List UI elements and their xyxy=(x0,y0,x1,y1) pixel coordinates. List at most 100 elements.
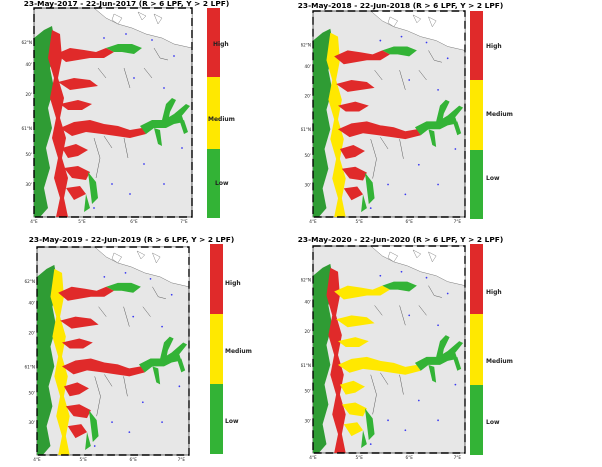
inner-branches xyxy=(428,335,464,383)
site-marker xyxy=(93,445,96,447)
lat-tick-label: 20' xyxy=(26,92,32,97)
lat-tick-label: 61°N xyxy=(301,363,311,368)
coastal-band xyxy=(50,268,70,455)
northern-fjord-inner xyxy=(106,282,141,293)
site-marker xyxy=(161,325,163,328)
lat-tick-label: 30' xyxy=(26,182,32,187)
lat-tick-label: 61°N xyxy=(21,126,32,131)
lat-tick-label: 62°N xyxy=(24,279,35,284)
lat-tick-label: 62°N xyxy=(21,40,32,45)
southern-fjords xyxy=(339,145,367,201)
rivers xyxy=(370,285,442,415)
site-marker xyxy=(149,277,152,280)
lon-tick-label: 5°E xyxy=(78,219,86,224)
main-fjord-inner xyxy=(138,352,182,373)
lon-tick-label: 7°E xyxy=(454,455,462,460)
main-fjord-inner xyxy=(414,350,458,371)
legend-medium-label: Medium xyxy=(486,358,513,365)
southern-inner xyxy=(361,408,375,449)
legend-medium-label: Medium xyxy=(225,348,252,355)
main-fjord-outer xyxy=(338,121,421,140)
site-marker xyxy=(141,401,144,404)
site-marker xyxy=(400,270,403,273)
southern-fjords xyxy=(339,380,367,437)
southern-fjords xyxy=(62,144,90,200)
map-panel-2020: 23-May-2020 - 22-Jun-2020 (R > 6 LPF, Y … xyxy=(298,234,602,467)
inner-branches xyxy=(152,336,188,385)
lon-tick-label: 7°E xyxy=(454,219,462,224)
site-marker xyxy=(387,183,389,186)
legend-high-swatch xyxy=(470,11,483,80)
legend-colorbar: High Medium Low xyxy=(210,244,252,454)
panel-title: 23-May-2020 - 22-Jun-2020 (R > 6 LPF, Y … xyxy=(297,235,504,244)
site-marker xyxy=(103,37,105,39)
legend-high-label: High xyxy=(225,280,241,287)
southern-inner xyxy=(361,172,375,213)
main-fjord-inner xyxy=(414,115,458,136)
legend-colorbar: High Medium Low xyxy=(470,11,513,219)
map-area xyxy=(36,246,190,456)
site-marker xyxy=(446,57,449,60)
inner-branches xyxy=(428,99,464,148)
mid-fjords xyxy=(58,78,98,110)
site-marker xyxy=(437,183,439,186)
map-panel-2018: 23-May-2018 - 22-Jun-2018 (R > 6 LPF, Y … xyxy=(298,0,602,233)
lon-tick-label: 5°E xyxy=(355,219,363,224)
panel-title: 23-May-2018 - 22-Jun-2018 (R > 6 LPF, Y … xyxy=(297,1,504,10)
legend-low-swatch xyxy=(470,385,483,455)
site-marker xyxy=(425,41,428,44)
site-marker xyxy=(181,147,183,149)
northern-fjord-inner xyxy=(382,46,417,57)
map-frame xyxy=(312,245,466,454)
southern-inner xyxy=(84,172,98,212)
monitoring-sites xyxy=(93,33,183,209)
lat-tick-label: 40' xyxy=(305,299,311,304)
lat-tick-label: 50' xyxy=(29,390,35,395)
lon-tick-label: 6°E xyxy=(130,219,138,224)
site-marker xyxy=(417,163,420,166)
northern-fjord xyxy=(56,48,114,62)
site-marker xyxy=(170,293,173,296)
site-marker xyxy=(178,385,181,388)
site-marker xyxy=(369,207,372,210)
coastal-sea xyxy=(34,26,56,217)
islands xyxy=(111,250,161,264)
site-marker xyxy=(417,399,420,402)
site-marker xyxy=(111,421,113,424)
legend-colorbar: High Medium Low xyxy=(470,244,513,455)
legend-high-label: High xyxy=(213,41,229,48)
legend-low-label: Low xyxy=(215,180,229,187)
map-figure: 62°N 40' 20' 61°N 50' 30' 4°E 5°E 6°E 7°E xyxy=(24,246,190,462)
northern-fjord xyxy=(334,50,390,65)
legend-medium-swatch xyxy=(470,314,483,385)
site-marker xyxy=(379,274,382,277)
mid-fjords xyxy=(336,315,375,348)
coastal-band xyxy=(326,267,346,453)
main-fjord-outer xyxy=(62,358,145,377)
main-fjord-outer xyxy=(60,120,146,138)
lon-tick-label: 7°E xyxy=(180,219,188,224)
map-figure: 62°N 40' 20' 61°N 50' 30' 4°E 5°E 6°E 7°E xyxy=(301,10,466,224)
site-marker xyxy=(151,39,153,41)
legend-low-label: Low xyxy=(225,418,239,425)
site-marker xyxy=(408,314,411,317)
site-marker xyxy=(111,183,113,185)
rivers xyxy=(370,50,442,179)
coastal-band xyxy=(326,32,346,218)
map-panel-2017: 23-May-2017 - 22-Jun-2017 (R > 6 LPF, Y … xyxy=(0,0,301,233)
lon-tick-label: 5°E xyxy=(355,455,363,460)
legend-low-label: Low xyxy=(486,419,500,426)
lat-tick-label: 40' xyxy=(29,301,35,306)
site-marker xyxy=(387,419,389,422)
site-marker xyxy=(133,77,135,79)
legend-low-swatch xyxy=(470,150,483,219)
lat-tick-label: 30' xyxy=(305,418,311,423)
map-panel-2019: 23-May-2019 - 22-Jun-2019 (R > 6 LPF, Y … xyxy=(0,234,301,467)
lon-tick-label: 5°E xyxy=(79,457,87,462)
islands xyxy=(387,249,437,263)
legend-high-swatch xyxy=(470,244,483,314)
panel-title: 23-May-2019 - 22-Jun-2019 (R > 6 LPF, Y … xyxy=(28,235,235,244)
main-fjord-inner xyxy=(140,114,184,134)
legend-high-swatch xyxy=(210,244,223,314)
site-marker xyxy=(124,271,127,274)
